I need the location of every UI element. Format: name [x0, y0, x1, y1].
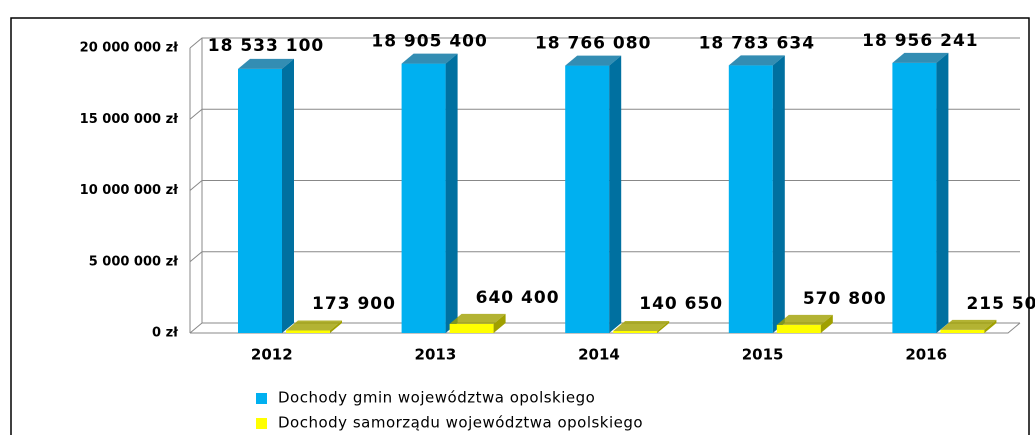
bar-front [892, 62, 937, 333]
bar [940, 319, 997, 333]
bar-top [728, 55, 785, 66]
bar-top [449, 313, 506, 324]
bar-side [984, 319, 997, 333]
bar-front [238, 68, 282, 334]
value-label: 640 400 [476, 288, 560, 308]
bar-top [776, 314, 833, 325]
value-label: 18 766 080 [535, 34, 651, 54]
value-label: 18 533 100 [208, 36, 324, 56]
bar [286, 320, 342, 333]
x-tick-label: 2015 [742, 346, 784, 364]
x-tick-label: 2014 [578, 346, 620, 364]
y-tick-label: 15 000 000 zł [80, 112, 180, 127]
value-label: 215 500 [966, 294, 1035, 314]
bar-front [728, 65, 773, 333]
bar-top [940, 319, 997, 330]
legend-swatch [256, 393, 267, 404]
bar-top [238, 58, 294, 69]
legend-label: Dochody samorządu województwa opolskiego [278, 414, 643, 432]
grid-line [189, 37, 1020, 49]
bar-front [613, 330, 658, 333]
y-tick-label: 10 000 000 zł [80, 183, 180, 198]
bar-side [657, 320, 670, 333]
bar [401, 53, 458, 333]
bar-top [892, 52, 949, 63]
bar [728, 55, 785, 333]
bar-top [565, 55, 622, 66]
bar-side [936, 52, 949, 333]
legend-swatch [256, 418, 267, 429]
bar-top [286, 320, 342, 331]
x-tick-label: 2013 [415, 346, 457, 364]
bar-front [940, 329, 985, 333]
bar-front [449, 323, 494, 333]
legend-label: Dochody gmin województwa opolskiego [278, 389, 595, 407]
bar-top [613, 320, 670, 331]
bar-side [282, 58, 294, 334]
bar-front [401, 63, 446, 333]
chart-border [10, 17, 1030, 439]
y-tick-label: 0 zł [152, 326, 179, 341]
bar [565, 55, 622, 333]
value-label: 140 650 [639, 294, 723, 314]
value-label: 18 956 241 [862, 31, 978, 51]
value-label: 18 905 400 [371, 32, 487, 52]
bar-side [445, 53, 458, 333]
bar [238, 58, 294, 334]
bar-front [776, 324, 821, 333]
y-tick-label: 5 000 000 zł [89, 254, 179, 269]
bar [776, 314, 833, 333]
bar-side [493, 313, 506, 333]
value-label: 570 800 [803, 289, 887, 309]
x-tick-label: 2012 [251, 346, 293, 364]
bar-front [286, 330, 330, 333]
bar [613, 320, 670, 333]
bar-side [772, 55, 785, 333]
bar-front [565, 65, 610, 333]
value-label: 18 783 634 [699, 33, 815, 53]
y-tick-label: 20 000 000 zł [80, 41, 180, 56]
bar-side [609, 55, 622, 333]
bar-side [820, 314, 833, 333]
bar [892, 52, 949, 333]
bar [449, 313, 506, 333]
bar-top [401, 53, 458, 64]
x-tick-label: 2016 [905, 346, 947, 364]
value-label: 173 900 [312, 294, 396, 314]
bar-side [330, 320, 342, 333]
